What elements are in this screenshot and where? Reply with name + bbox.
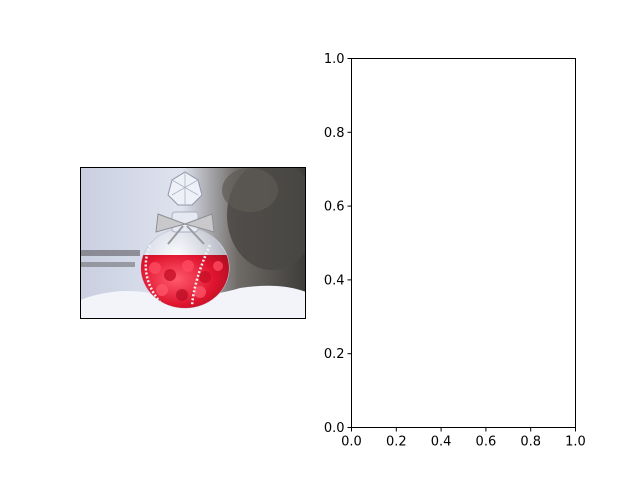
x-tick-label: 1.0 [565, 435, 586, 450]
photo-blur-bench-rail [80, 262, 135, 267]
photo-panel [80, 167, 306, 319]
photo-blur-bench [80, 250, 140, 256]
ribbon-tails [167, 225, 205, 245]
x-ticks: 0.0 0.2 0.4 0.6 0.8 1.0 [341, 427, 586, 450]
y-tick-label: 0.8 [324, 126, 345, 141]
photo-frame [80, 167, 306, 319]
x-tick-label: 0.4 [431, 435, 452, 450]
y-tick-label: 0.0 [324, 421, 345, 436]
axes-panel: 0.0 0.2 0.4 0.6 0.8 1.0 0.0 0.2 0.4 0.6 0.8 1.0 [324, 52, 586, 450]
ribbon-bow-right [183, 213, 215, 233]
photo-blur-shape [222, 168, 278, 212]
y-ticks: 0.0 0.2 0.4 0.6 0.8 1.0 [324, 52, 352, 436]
x-tick-label: 0.6 [476, 435, 497, 450]
x-tick-label: 0.8 [520, 435, 541, 450]
x-tick-label: 0.2 [386, 435, 407, 450]
stopper-facets [171, 172, 199, 205]
y-tick-label: 0.4 [324, 273, 345, 288]
y-tick-label: 0.6 [324, 200, 345, 215]
x-tick-label: 0.0 [341, 435, 362, 450]
y-tick-label: 1.0 [324, 52, 345, 67]
axes-frame [351, 58, 576, 428]
bottle-necklace [144, 244, 161, 303]
y-tick-label: 0.2 [324, 347, 345, 362]
ribbon-bow-left [155, 213, 187, 233]
